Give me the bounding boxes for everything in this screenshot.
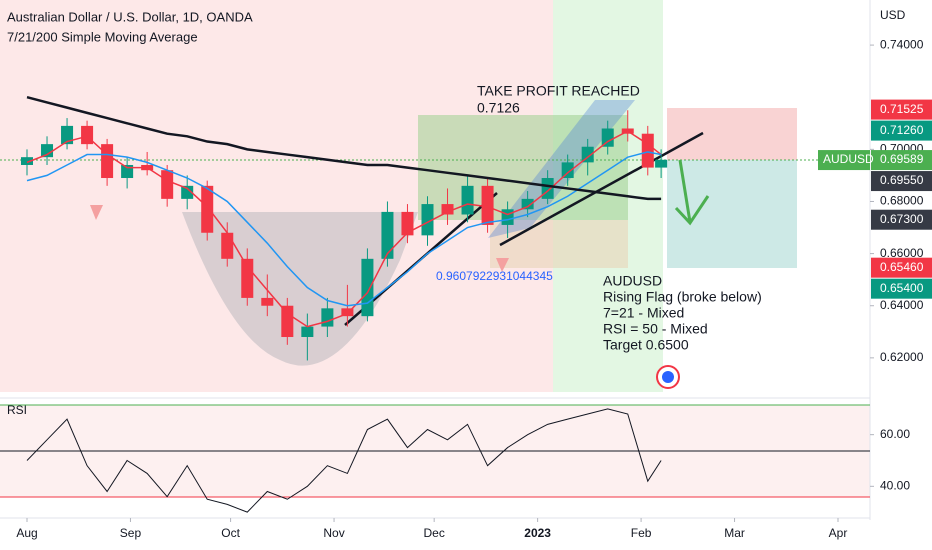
target-arrow (674, 159, 710, 226)
note-line: Rising Flag (broke below) (603, 289, 762, 305)
candle-body (261, 297, 274, 306)
signal-marker (496, 258, 509, 272)
candle-body (321, 308, 334, 327)
moving-average (26, 130, 662, 328)
chart-subtitle: 7/21/200 Simple Moving Average (7, 29, 198, 44)
currency-label: USD (880, 8, 906, 22)
price-badge (871, 278, 932, 299)
y-tick-label: 0.68000 (880, 194, 924, 208)
price-badge (871, 99, 932, 120)
candle-body (641, 133, 654, 168)
y-tick-label: 0.62000 (880, 350, 924, 364)
candle-body (61, 125, 74, 145)
candle-body (361, 258, 374, 317)
candle-body (601, 128, 614, 147)
price-badge (871, 150, 932, 171)
candle-body (101, 144, 114, 179)
trend-line (499, 131, 704, 247)
x-tick-label: Feb (631, 526, 652, 540)
moving-average (26, 151, 662, 307)
candle-body (461, 185, 474, 215)
price-badge (871, 257, 932, 278)
stop-zone (490, 220, 628, 268)
candle-body (201, 185, 214, 233)
candle-body (501, 209, 514, 225)
note-line: Target 0.6500 (603, 337, 689, 353)
x-tick-label: Nov (323, 526, 344, 540)
candle-body (561, 162, 574, 179)
rsi-tick-label: 40.00 (880, 478, 910, 492)
price-badge-label: 0.69589 (880, 152, 924, 166)
x-tick-label: Mar (724, 526, 745, 540)
chart-title: Australian Dollar / U.S. Dollar, 1D, OAN… (7, 9, 253, 24)
y-tick-label: 0.64000 (880, 298, 924, 312)
candle-body (341, 308, 354, 317)
symbol-label: AUDUSD (823, 152, 874, 166)
candle-body (181, 185, 194, 199)
x-tick-label: Aug (16, 526, 37, 540)
price-badge (871, 120, 932, 141)
rsi-label: RSI (7, 403, 27, 417)
rsi-line (26, 408, 662, 513)
candle-body (381, 211, 394, 259)
y-tick-label: 0.66000 (880, 246, 924, 260)
candle-body (41, 144, 54, 158)
price-badge (871, 171, 932, 192)
symbol-badge (818, 150, 870, 171)
annotation: 0.7126 (477, 100, 520, 116)
note-line: AUDUSD (603, 273, 662, 289)
candle-body (221, 232, 234, 259)
x-tick-label: Dec (423, 526, 444, 540)
candle-body (441, 204, 454, 215)
price-badge-label: 0.69550 (880, 173, 924, 187)
note-line: 7=21 - Mixed (603, 305, 684, 321)
x-tick-label: Oct (221, 526, 240, 540)
rsi-tick-label: 60.00 (880, 427, 910, 441)
note-line: RSI = 50 - Mixed (603, 321, 708, 337)
annotation: TAKE PROFIT REACHED (477, 83, 640, 99)
price-badge-label: 0.65400 (880, 281, 924, 295)
candle-body (81, 125, 94, 145)
candle-body (241, 258, 254, 298)
candle-body (161, 170, 174, 199)
signal-marker (90, 205, 103, 220)
candle-body (481, 185, 494, 225)
moving-average (26, 96, 662, 201)
price-badge-label: 0.71525 (880, 102, 924, 116)
cup-pattern (182, 212, 418, 366)
price-badge-label: 0.67300 (880, 212, 924, 226)
position-risk (667, 108, 797, 160)
candle-body (20, 157, 34, 165)
candle-body (521, 198, 534, 210)
x-tick-label: Sep (120, 526, 142, 540)
price-badge (871, 209, 932, 230)
candle-body (401, 211, 414, 236)
candle-body (301, 326, 314, 338)
x-tick-label: 2023 (524, 526, 551, 540)
y-tick-label: 0.74000 (880, 37, 924, 51)
candle-body (581, 146, 594, 163)
position-reward (667, 160, 797, 268)
annotation: 0.9607922931044345 (436, 269, 553, 283)
x-tick-label: Apr (829, 526, 848, 540)
price-badge-label: 0.65460 (880, 260, 924, 274)
candle-body (655, 159, 668, 168)
candle-body (421, 204, 434, 236)
candle-body (541, 178, 554, 199)
candle-body (281, 305, 294, 338)
price-badge-label: 0.71260 (880, 123, 924, 137)
flag-icon (656, 365, 680, 389)
